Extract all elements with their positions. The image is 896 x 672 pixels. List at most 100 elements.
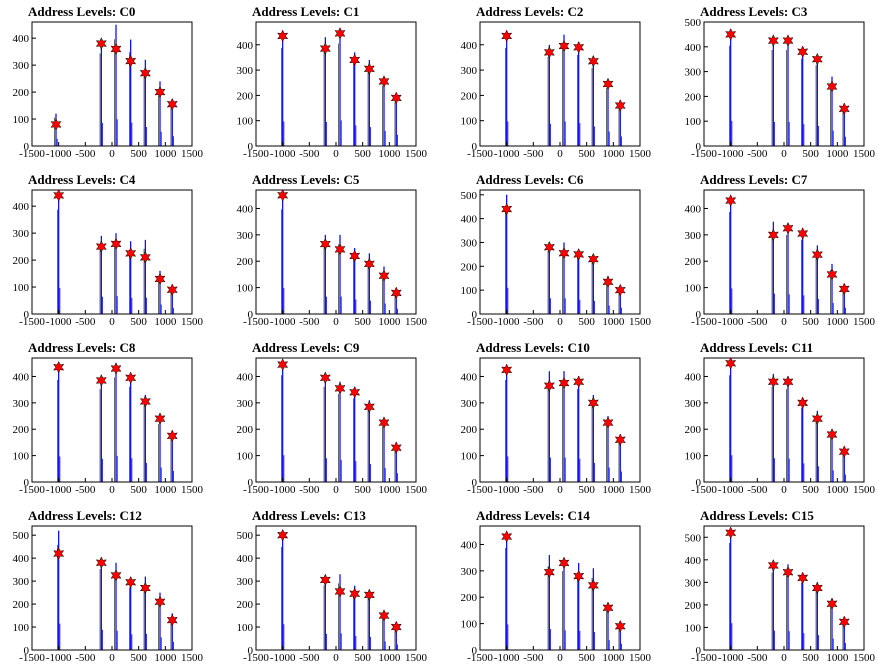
y-tick-label: 500 [237, 530, 254, 542]
level-marker [797, 45, 809, 59]
y-tick-label: 0 [472, 309, 478, 321]
level-marker [767, 375, 779, 389]
x-tick-label: 1500 [853, 484, 876, 496]
y-tick-label: 300 [13, 228, 30, 240]
x-tick-label: -1000 [46, 316, 72, 328]
level-marker [390, 91, 402, 105]
level-marker [363, 588, 375, 602]
x-tick-label: 500 [802, 148, 819, 160]
y-tick-label: 100 [13, 451, 30, 463]
x-tick-label: 1500 [405, 484, 428, 496]
chart-svg: 0 100 200 300 400 -1500 -1000 -500 0 500 1000 1500 [13, 21, 204, 160]
x-tick-label: 1000 [154, 484, 177, 496]
level-marker [363, 62, 375, 76]
x-tick-label: -1500 [691, 652, 717, 664]
x-tick-label: 1000 [602, 316, 625, 328]
level-marker [543, 565, 555, 579]
level-marker [558, 39, 570, 53]
x-tick-label: 1000 [602, 148, 625, 160]
chart-svg: 0 100 200 300 400 -1500 -1000 -500 0 500 1000 1500 [13, 357, 204, 496]
y-tick-label: 400 [13, 201, 30, 213]
x-tick-label: 0 [781, 316, 787, 328]
y-tick-label: 100 [685, 451, 702, 463]
level-marker [797, 396, 809, 410]
x-tick-label: -1000 [494, 652, 520, 664]
y-tick-label: 400 [685, 371, 702, 383]
x-tick-label: 1500 [629, 148, 652, 160]
y-tick-label: 200 [461, 424, 478, 436]
level-marker [53, 360, 65, 374]
y-tick-label: 100 [461, 619, 478, 631]
chart-svg: 0 100 200 300 400 -1500 -1000 -500 0 500 1000 1500 [237, 188, 428, 328]
x-tick-label: -1500 [467, 148, 493, 160]
level-marker [558, 556, 570, 570]
x-tick-label: -1500 [467, 484, 493, 496]
x-tick-label: 0 [781, 148, 787, 160]
chart-svg: 0 100 200 300 400 -1500 -1000 -500 0 500 1000 1500 [237, 357, 428, 496]
y-tick-label: 200 [461, 90, 478, 102]
level-marker [725, 526, 737, 540]
y-tick-label: 400 [13, 553, 30, 565]
y-tick-label: 500 [685, 532, 702, 544]
level-marker [139, 395, 151, 408]
level-marker [826, 428, 838, 441]
level-marker [811, 412, 823, 426]
chart-svg: 0 100 200 300 400 -1500 -1000 -500 0 500 1000 1500 [461, 21, 652, 160]
level-marker [614, 283, 626, 297]
x-tick-label: -1000 [270, 484, 296, 496]
level-marker [543, 45, 555, 59]
x-tick-label: 1000 [154, 652, 177, 664]
level-marker [587, 396, 599, 410]
x-tick-label: 1500 [853, 316, 876, 328]
level-marker [782, 34, 794, 48]
x-tick-label: -1500 [691, 484, 717, 496]
y-tick-label: 100 [461, 285, 478, 297]
x-tick-label: -1000 [270, 652, 296, 664]
y-tick-label: 400 [685, 203, 702, 215]
level-marker [587, 252, 599, 266]
level-marker [378, 416, 390, 430]
x-tick-label: -500 [747, 652, 768, 664]
y-tick-label: 100 [461, 451, 478, 463]
y-tick-label: 300 [13, 60, 30, 72]
level-marker [378, 609, 390, 622]
y-tick-label: 100 [13, 282, 30, 294]
y-tick-label: 500 [461, 190, 478, 202]
y-tick-label: 300 [237, 576, 254, 588]
panel-title: Address Levels: C12 [28, 508, 142, 523]
panel-title: Address Levels: C11 [700, 340, 814, 355]
level-marker [349, 53, 361, 67]
level-marker [602, 275, 614, 289]
x-tick-label: -1500 [19, 652, 45, 664]
x-tick-label: -1500 [243, 148, 269, 160]
level-marker [125, 371, 137, 385]
panel-title: Address Levels: C3 [700, 4, 808, 19]
y-tick-label: 400 [237, 553, 254, 565]
level-marker [558, 376, 570, 390]
x-tick-label: 500 [354, 652, 371, 664]
x-tick-label: 500 [802, 484, 819, 496]
y-tick-label: 400 [13, 33, 30, 45]
chart-svg: 0 100 200 300 400 -1500 -1000 -500 0 500 1000 1500 [461, 357, 652, 496]
x-tick-label: 500 [578, 652, 595, 664]
axes-frame [31, 525, 193, 651]
x-tick-label: -500 [747, 484, 768, 496]
level-marker [349, 249, 361, 263]
y-tick-label: 100 [685, 116, 702, 128]
x-tick-label: 1000 [378, 148, 401, 160]
x-tick-label: 0 [109, 484, 115, 496]
x-tick-label: -500 [75, 316, 96, 328]
y-tick-label: 500 [685, 17, 702, 29]
y-tick-label: 0 [24, 477, 30, 489]
level-marker [838, 102, 850, 116]
y-tick-label: 300 [461, 566, 478, 578]
chart-panel-c6: 0 100 200 300 400 500 -1500 -1000 -500 0 500 1000 15… [448, 168, 672, 336]
x-tick-label: -500 [75, 148, 96, 160]
x-tick-label: -500 [523, 316, 544, 328]
chart-svg: 0 100 200 300 400 500 -1500 -1000 -500 0 500 1000 15… [685, 525, 876, 664]
y-tick-label: 0 [472, 477, 478, 489]
level-marker [95, 556, 107, 570]
level-marker [501, 530, 513, 543]
chart-panel-c11: 0 100 200 300 400 -1500 -1000 -500 0 500 1000 1500 A… [672, 336, 896, 504]
